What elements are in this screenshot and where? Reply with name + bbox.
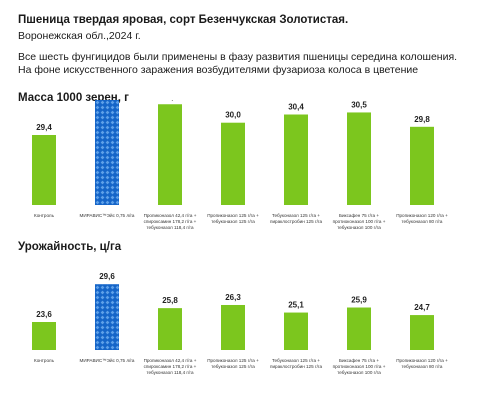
chart-title-yield: Урожайность, ц/га — [18, 241, 122, 253]
bar-1 — [95, 284, 119, 350]
bar-5 — [347, 112, 371, 205]
bar-2 — [158, 308, 182, 350]
bar-2 — [158, 104, 182, 205]
page-subtitle: Воронежская обл.,2024 г. — [18, 30, 141, 42]
bar-4 — [284, 114, 308, 205]
category-label-2: Пропиконазол 42,4 г/га + спироксамин 178,… — [144, 213, 197, 230]
value-label-5: 30,5 — [351, 100, 367, 109]
description-line-2: На фоне искусственного заражения возбуди… — [18, 64, 419, 76]
value-label-0: 29,4 — [36, 123, 52, 132]
category-label-4: Тебуконазол 125 г/га + пираклостробин 125… — [270, 358, 322, 369]
description-line-1: Все шесть фунгицидов были применены в фа… — [18, 51, 458, 63]
category-label-0: Контроль — [34, 358, 55, 363]
value-label-4: 25,1 — [288, 301, 304, 310]
bar-1 — [95, 100, 119, 205]
page-title: Пшеница твердая яровая, сорт Безенчукска… — [18, 14, 349, 26]
value-label-3: 30,0 — [225, 111, 241, 120]
value-label-2: 30,9 — [162, 100, 178, 101]
bar-0 — [32, 322, 56, 350]
bar-3 — [221, 122, 245, 205]
thousand-kernel-weight-chart: 29,4Контроль33,7МИРАВИС™Эйс 0,75 л/га30,… — [32, 100, 448, 230]
value-label-6: 29,8 — [414, 115, 430, 124]
value-label-4: 30,4 — [288, 103, 304, 112]
value-label-3: 26,3 — [225, 293, 241, 302]
category-label-1: МИРАВИС™Эйс 0,75 л/га — [80, 212, 135, 218]
yield-chart: 23,6 Контроль 29,6 МИРАВИС™Эйс 0,75 л/га 25,… — [32, 272, 448, 375]
bar-3 — [221, 304, 245, 350]
bar-5 — [347, 307, 371, 350]
category-label-3: Пропиконазол 125 г/га + тебуконазол 125 г… — [207, 213, 259, 224]
category-label-0: Контроль — [34, 213, 55, 218]
category-label-2: Пропиконазол 42,4 г/га + спироксамин 178,… — [144, 358, 197, 375]
category-label-3: Пропиконазол 125 г/га + тебуконазол 125 г… — [207, 358, 259, 369]
category-label-1: МИРАВИС™Эйс 0,75 л/га — [80, 357, 135, 363]
category-label-6: Пропиконазол 120 г/га + тебуконазол 80 г/… — [396, 213, 448, 224]
bar-0 — [32, 135, 56, 205]
category-label-6: Пропиконазол 120 г/га + тебуконазол 80 г/… — [396, 358, 448, 369]
category-label-5: Биксафен 75 г/га + протиоконазол 100 г/га… — [333, 358, 386, 375]
bar-6 — [410, 126, 434, 205]
value-label-0: 23,6 — [36, 310, 52, 319]
value-label-5: 25,9 — [351, 296, 367, 305]
value-label-6: 24,7 — [414, 303, 430, 312]
category-label-5: Биксафен 75 г/га + протиоконазол 100 г/га… — [333, 213, 386, 230]
value-label-1: 29,6 — [99, 272, 115, 281]
category-label-4: Тебуконазол 125 г/га + пираклостробин 125… — [270, 213, 322, 224]
value-label-2: 25,8 — [162, 296, 178, 305]
bar-4 — [284, 312, 308, 350]
bar-6 — [410, 315, 434, 350]
